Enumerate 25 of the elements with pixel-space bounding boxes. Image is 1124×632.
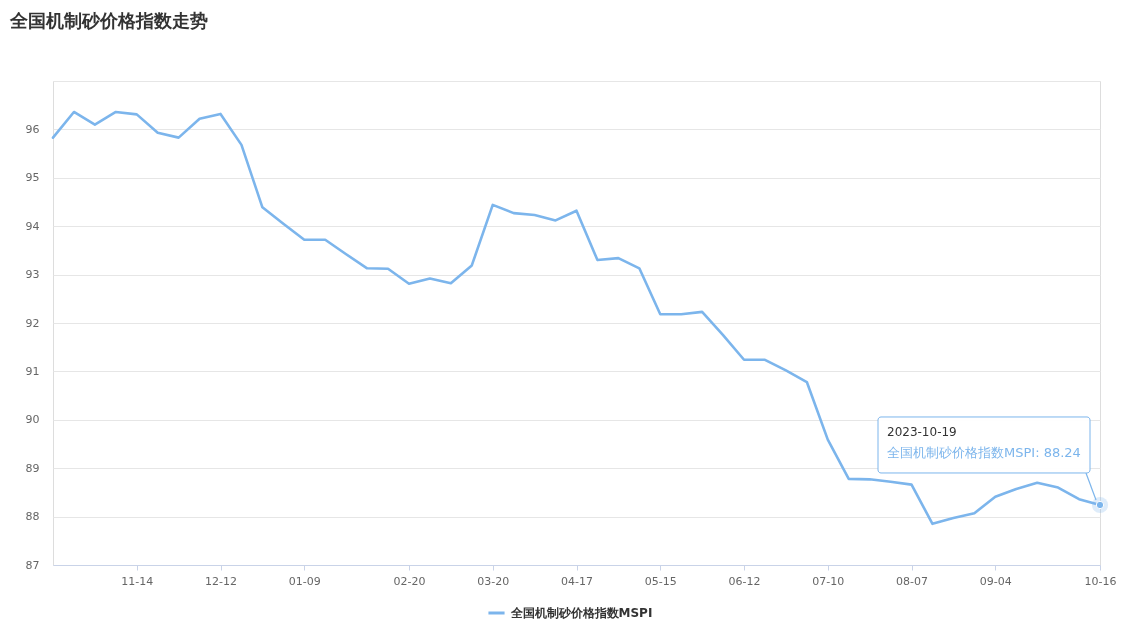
y-tick-label: 89 bbox=[25, 461, 40, 475]
chart-title: 全国机制砂价格指数走势 bbox=[9, 10, 208, 31]
x-tick-label: 07-10 bbox=[812, 574, 845, 588]
x-tick-label: 11-14 bbox=[121, 574, 154, 588]
x-tick-label: 09-04 bbox=[979, 574, 1012, 588]
y-tick-label: 87 bbox=[25, 558, 40, 572]
y-tick-label: 95 bbox=[25, 171, 40, 185]
y-tick-label: 91 bbox=[25, 364, 40, 378]
x-tick-label: 03-20 bbox=[477, 574, 510, 588]
x-tick-label: 05-15 bbox=[644, 574, 677, 588]
y-tick-label: 93 bbox=[25, 268, 40, 282]
x-tick-label: 04-17 bbox=[561, 574, 593, 588]
legend-label: 全国机制砂价格指数MSPI bbox=[509, 606, 653, 620]
x-tick-label: 01-09 bbox=[288, 574, 321, 588]
x-tick-label: 06-12 bbox=[728, 574, 761, 588]
y-tick-label: 94 bbox=[25, 219, 40, 233]
y-tick-label: 92 bbox=[25, 316, 40, 330]
x-tick-label: 08-07 bbox=[896, 574, 929, 588]
y-tick-label: 90 bbox=[25, 413, 40, 427]
x-tick-label: 02-20 bbox=[393, 574, 426, 588]
y-tick-label: 88 bbox=[25, 510, 40, 524]
y-tick-label: 96 bbox=[25, 122, 40, 136]
x-tick-label: 10-16 bbox=[1084, 574, 1117, 588]
annotation: 2023-10-19 全国机制砂价格指数MSPI: 88.24 bbox=[887, 424, 1081, 460]
x-tick-label: 12-12 bbox=[205, 574, 237, 588]
